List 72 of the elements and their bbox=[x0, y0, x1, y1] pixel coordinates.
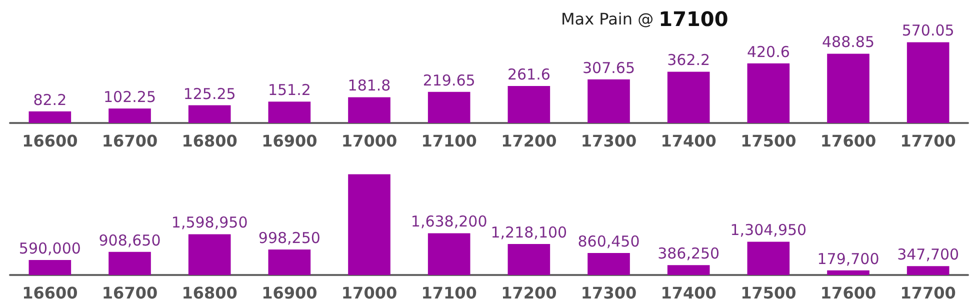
data-label: 125.25 bbox=[183, 84, 236, 103]
x-tick-label: 17300 bbox=[580, 132, 637, 150]
x-tick-label: 17500 bbox=[740, 132, 796, 150]
x-tick-label: 17000 bbox=[341, 132, 398, 150]
x-tick-label: 17200 bbox=[501, 284, 557, 302]
x-tick-label: 17200 bbox=[501, 132, 557, 150]
data-label: 908,650 bbox=[98, 231, 161, 250]
bar bbox=[348, 174, 390, 275]
bar bbox=[827, 54, 870, 123]
bar bbox=[188, 105, 231, 123]
x-tick-label: 17700 bbox=[900, 132, 956, 150]
x-tick-label: 17600 bbox=[820, 132, 876, 150]
data-label: 181.8 bbox=[348, 76, 391, 95]
bar bbox=[667, 72, 710, 123]
x-tick-label: 17400 bbox=[660, 132, 716, 150]
chart-title: Max Pain @ 17100 bbox=[561, 7, 728, 31]
x-tick-label: 16700 bbox=[102, 132, 158, 150]
bar bbox=[588, 79, 630, 123]
x-tick-label: 16800 bbox=[182, 284, 238, 302]
bar bbox=[188, 234, 231, 275]
bar bbox=[827, 270, 870, 275]
data-label: 570.05 bbox=[902, 22, 954, 40]
x-tick-label: 16900 bbox=[262, 284, 318, 302]
bar bbox=[28, 260, 72, 275]
data-label: 82.2 bbox=[33, 90, 67, 109]
bar bbox=[428, 92, 470, 123]
data-label: 1,638,200 bbox=[410, 212, 488, 231]
bar bbox=[747, 63, 790, 123]
bar bbox=[588, 253, 630, 275]
data-label: 102.25 bbox=[104, 88, 156, 106]
data-label: 488.85 bbox=[822, 33, 874, 52]
bar bbox=[906, 42, 950, 123]
bar bbox=[428, 233, 470, 275]
bar bbox=[508, 86, 550, 123]
x-tick-label: 16600 bbox=[22, 132, 78, 150]
x-tick-label: 17100 bbox=[421, 284, 477, 302]
x-tick-label: 16700 bbox=[102, 284, 158, 302]
data-label: 1,304,950 bbox=[730, 221, 807, 240]
data-label: 860,450 bbox=[578, 232, 640, 251]
x-tick-label: 17500 bbox=[740, 284, 796, 302]
bar bbox=[268, 250, 311, 275]
x-tick-label: 17600 bbox=[820, 284, 876, 302]
data-label: 590,000 bbox=[18, 239, 81, 258]
bar bbox=[508, 244, 550, 275]
x-tick-label: 16800 bbox=[182, 132, 238, 150]
x-tick-label: 17300 bbox=[580, 284, 637, 302]
x-tick-label: 17700 bbox=[900, 284, 956, 302]
data-label: 219.65 bbox=[422, 71, 476, 90]
bar bbox=[108, 108, 151, 123]
data-label: 998,250 bbox=[258, 229, 320, 248]
x-tick-label: 16600 bbox=[22, 284, 78, 302]
data-label: 151.2 bbox=[268, 81, 311, 100]
data-label: 386,250 bbox=[658, 244, 720, 263]
data-label: 1,598,950 bbox=[171, 214, 248, 232]
bar bbox=[108, 252, 151, 275]
x-tick-label: 17000 bbox=[341, 284, 398, 302]
data-label: 307.65 bbox=[582, 58, 635, 77]
data-label: 179,700 bbox=[817, 250, 880, 268]
bar bbox=[667, 265, 710, 275]
data-label: 261.6 bbox=[507, 65, 550, 84]
x-tick-label: 17400 bbox=[660, 284, 716, 302]
x-tick-label: 17100 bbox=[421, 132, 477, 150]
x-tick-label: 16900 bbox=[262, 132, 318, 150]
bar bbox=[348, 97, 390, 123]
bar bbox=[906, 266, 950, 275]
data-label: 420.6 bbox=[746, 42, 790, 61]
bar bbox=[747, 242, 790, 275]
data-label: 347,700 bbox=[897, 246, 960, 264]
data-label: 362.2 bbox=[667, 51, 710, 70]
bar bbox=[268, 102, 311, 123]
data-label: 1,218,100 bbox=[490, 223, 568, 242]
bar bbox=[28, 111, 72, 123]
